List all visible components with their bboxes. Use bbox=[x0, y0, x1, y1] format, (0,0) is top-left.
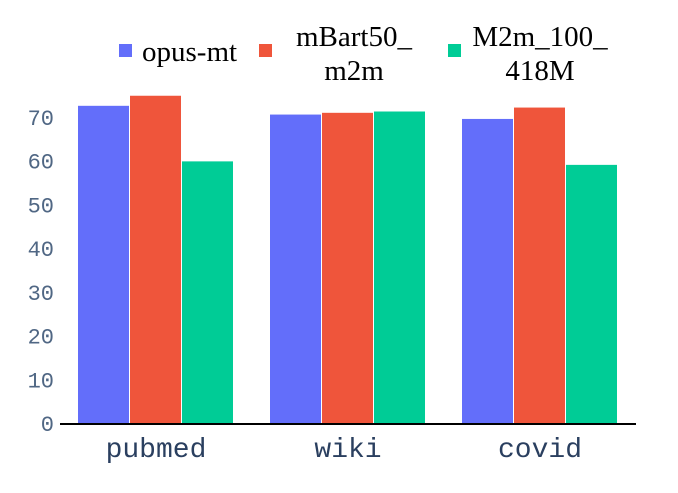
y-tick-label: 0 bbox=[41, 413, 54, 438]
bar-wiki-opus-mt bbox=[270, 114, 321, 423]
legend-swatch bbox=[259, 44, 272, 57]
bar-wiki-mBart50_m2m bbox=[322, 112, 373, 423]
legend-item-mBart50_m2m: mBart50_ m2m bbox=[259, 21, 412, 87]
bar-pubmed-opus-mt bbox=[78, 105, 129, 423]
legend-item-M2m_100_418M: M2m_100_ 418M bbox=[448, 21, 608, 87]
bar-covid-mBart50_m2m bbox=[514, 107, 565, 423]
bar-pubmed-mBart50_m2m bbox=[130, 95, 181, 423]
x-tick-label-pubmed: pubmed bbox=[106, 435, 207, 466]
bar-pubmed-M2m_100_418M bbox=[182, 161, 233, 423]
y-tick-label: 70 bbox=[28, 107, 54, 132]
axes: 0 10 20 30 40 50 60 70 pubmed wiki covid bbox=[28, 107, 636, 466]
bar-covid-opus-mt bbox=[462, 118, 513, 423]
bar-covid-M2m_100_418M bbox=[566, 164, 617, 423]
x-tick-label-covid: covid bbox=[498, 435, 582, 466]
x-tick-label-wiki: wiki bbox=[314, 435, 381, 466]
y-tick-label: 50 bbox=[28, 194, 54, 219]
legend-label: opus-mt bbox=[142, 36, 237, 68]
legend-swatch bbox=[119, 44, 132, 57]
bar-wiki-M2m_100_418M bbox=[374, 111, 425, 423]
legend: opus-mt mBart50_ m2m M2m_100_ 418M bbox=[119, 21, 608, 87]
y-tick-label: 20 bbox=[28, 326, 54, 351]
y-tick-label: 40 bbox=[28, 238, 54, 263]
legend-label: M2m_100_ 418M bbox=[472, 21, 608, 87]
legend-item-opus-mt: opus-mt bbox=[119, 36, 237, 68]
y-tick-label: 30 bbox=[28, 282, 54, 307]
legend-label: mBart50_ m2m bbox=[296, 21, 412, 87]
y-tick-label: 60 bbox=[28, 151, 54, 176]
legend-swatch bbox=[448, 44, 461, 57]
bars bbox=[78, 95, 617, 423]
y-tick-label: 10 bbox=[28, 369, 54, 394]
